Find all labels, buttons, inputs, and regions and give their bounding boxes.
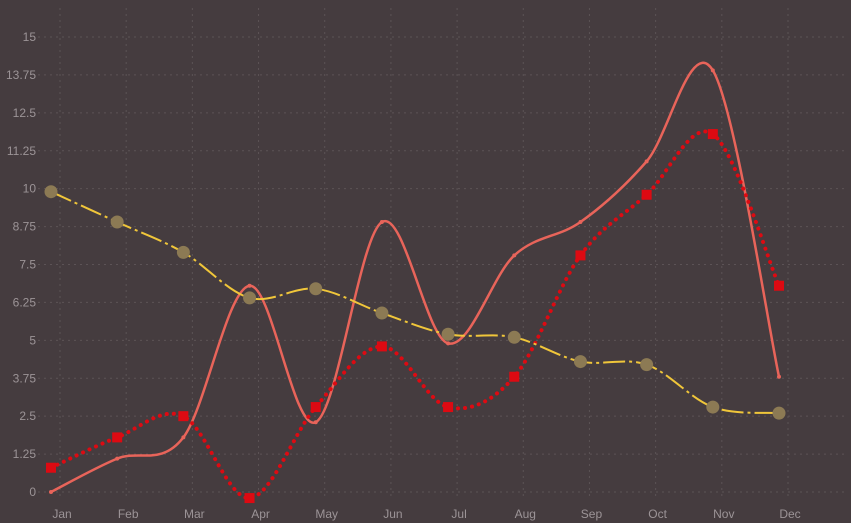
y-tick-label: 15 — [23, 30, 37, 44]
y-tick-label: 5 — [29, 333, 36, 347]
x-tick-label: Jan — [52, 507, 71, 521]
data-point — [707, 129, 718, 140]
data-point — [310, 402, 321, 413]
x-tick-label: Nov — [713, 507, 734, 521]
markers-group — [44, 68, 786, 504]
data-point — [178, 411, 189, 422]
data-point — [181, 435, 186, 440]
y-tick-label: 8.75 — [13, 220, 37, 234]
x-tick-label: Oct — [648, 507, 667, 521]
data-point — [376, 341, 387, 352]
x-tick-label: Mar — [184, 507, 205, 521]
data-point — [379, 220, 384, 225]
data-point — [710, 68, 715, 73]
x-tick-label: Feb — [118, 507, 139, 521]
data-point — [176, 245, 190, 259]
data-point — [243, 291, 257, 305]
x-tick-label: Jun — [383, 507, 402, 521]
data-point — [46, 462, 56, 473]
data-point — [313, 420, 318, 425]
series-group — [49, 61, 781, 501]
y-tick-label: 3.75 — [13, 371, 37, 385]
y-tick-label: 10 — [23, 182, 37, 196]
data-point — [446, 341, 451, 346]
y-tick-label: 13.75 — [6, 68, 36, 82]
data-point — [640, 358, 654, 372]
x-tick-label: Dec — [779, 507, 800, 521]
y-tick-label: 12.5 — [13, 106, 37, 120]
y-tick-label: 11.25 — [7, 144, 36, 158]
y-tick-label: 6.25 — [13, 295, 37, 309]
data-point — [112, 432, 123, 443]
x-tick-label: Sep — [581, 507, 603, 521]
data-point — [575, 250, 586, 261]
data-point — [706, 400, 720, 414]
x-tick-label: May — [315, 507, 338, 521]
y-tick-label: 2.5 — [19, 409, 36, 423]
x-tick-label: Jul — [451, 507, 466, 521]
data-point — [115, 456, 120, 461]
data-point — [512, 253, 517, 258]
series-line-2 — [49, 129, 781, 501]
y-tick-label: 7.5 — [19, 258, 36, 272]
data-point — [49, 490, 53, 494]
x-tick-label: Aug — [515, 507, 536, 521]
data-point — [110, 215, 124, 229]
data-point — [578, 220, 583, 225]
data-point — [247, 283, 252, 288]
y-tick-label: 1.25 — [13, 447, 37, 461]
data-point — [375, 306, 389, 320]
data-point — [507, 330, 521, 344]
data-point — [509, 371, 520, 382]
x-axis-ticks: Jan Feb Mar Apr May Jun Jul Aug Sep Oct Nov Dec — [52, 507, 800, 521]
data-point — [777, 374, 781, 379]
data-point — [244, 493, 255, 504]
data-point — [441, 327, 455, 341]
y-axis-ticks: 0 1.25 2.5 3.75 5 6.25 7.5 8.75 10 11.25 12.5 13.75… — [6, 30, 36, 499]
grid — [38, 8, 845, 500]
data-point — [774, 280, 784, 291]
data-point — [443, 402, 454, 413]
data-point — [644, 159, 649, 164]
data-point — [44, 185, 58, 199]
x-tick-label: Apr — [251, 507, 270, 521]
data-point — [641, 189, 652, 200]
data-point — [772, 406, 786, 420]
data-point — [573, 355, 587, 369]
data-point — [309, 282, 323, 296]
y-tick-label: 0 — [29, 485, 36, 499]
series-line-1 — [49, 61, 781, 494]
